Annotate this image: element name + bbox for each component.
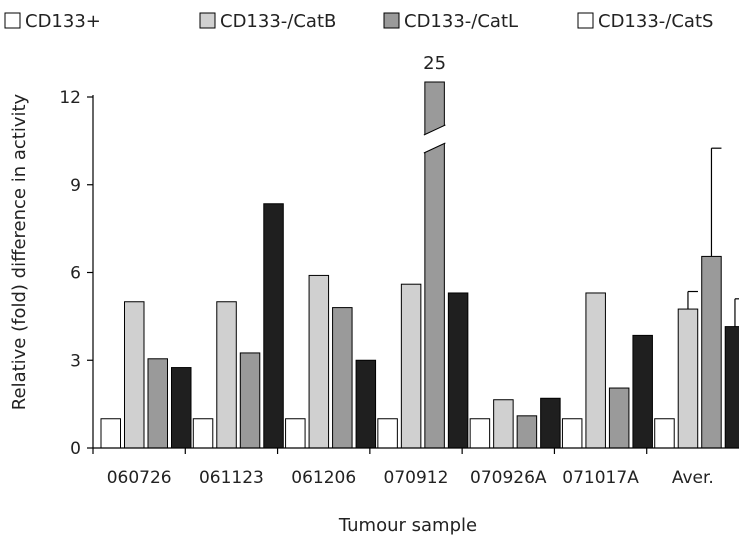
legend-swatch-cd133-catl xyxy=(383,12,400,29)
bar-cd133-060726 xyxy=(100,418,121,449)
bar-cd133-catb-061206 xyxy=(308,274,330,449)
bar-cd133-070912 xyxy=(377,418,398,449)
labels: 25 0 3 6 9 12 060726 061123 061206 070912 070926A 0… xyxy=(9,53,714,536)
legend-label-cd133-cats: CD133-/CatS xyxy=(598,11,713,32)
bar-cd133-catb-070926a xyxy=(493,399,514,449)
bar-cd133-catb-060726 xyxy=(124,301,145,449)
bar-cd133-061206 xyxy=(285,418,306,449)
bar-cd133-cats-070912 xyxy=(447,292,469,449)
bar-cd133-catb-070912 xyxy=(400,283,422,449)
bar-cd133-cats-aver xyxy=(724,326,739,449)
legend-swatch-cd133 xyxy=(4,12,21,29)
x-tick-label: 060726 xyxy=(107,468,172,488)
legend-label-cd133-catl: CD133-/CatL xyxy=(404,11,518,32)
x-tick-label: 061123 xyxy=(199,468,264,488)
legend-label-cd133: CD133+ xyxy=(25,11,101,32)
y-tick-label: 3 xyxy=(70,351,81,371)
bar-cd133-catl-061206 xyxy=(332,307,353,449)
x-tick-label: Aver. xyxy=(672,468,714,488)
bar-cd133-catl-061123 xyxy=(239,352,261,449)
bar-cd133-cats-060726 xyxy=(171,367,192,449)
legend-label-cd133-catb: CD133-/CatB xyxy=(220,11,336,32)
bar-cd133-catb-aver xyxy=(677,308,699,449)
bar-cd133-catb-071017a xyxy=(585,292,606,449)
bar-cd133-aver xyxy=(654,418,675,449)
y-tick-label: 12 xyxy=(59,88,81,108)
x-axis-title: Tumour sample xyxy=(338,515,477,536)
x-tick-label: 070926A xyxy=(470,468,547,488)
legend: CD133+ CD133-/CatB CD133-/CatL CD133-/CatS xyxy=(4,11,713,32)
bar-cd133-070926a xyxy=(469,418,491,449)
axis-break-label: 25 xyxy=(423,53,446,74)
bar-cd133-catl-070926a xyxy=(516,415,538,449)
bars xyxy=(100,81,739,449)
y-tick-label: 0 xyxy=(70,439,81,459)
legend-swatch-cd133-cats xyxy=(577,12,594,29)
x-tick-label: 061206 xyxy=(291,468,356,488)
axis-break-gap xyxy=(420,124,449,154)
bar-cd133-catl-060726 xyxy=(147,358,168,449)
bar-cd133-catl-071017a xyxy=(608,387,630,449)
legend-swatch-cd133-catb xyxy=(199,12,216,29)
bar-cd133-catb-061123 xyxy=(216,301,237,449)
axes xyxy=(87,95,739,454)
bar-cd133-cats-070926a xyxy=(540,397,561,449)
axis-break-line xyxy=(423,142,446,154)
x-tick-label: 071017A xyxy=(562,468,639,488)
y-axis-title: Relative (fold) difference in activity xyxy=(9,93,30,410)
bar-cd133-071017a xyxy=(561,418,583,449)
error-bars xyxy=(687,147,739,327)
bar-cd133-cats-071017a xyxy=(632,334,653,449)
bar-cd133-061123 xyxy=(192,418,214,449)
bar-cd133-catl-aver xyxy=(701,255,722,449)
axis-break-line xyxy=(423,124,446,136)
x-tick-label: 070912 xyxy=(384,468,449,488)
bar-cd133-cats-061123 xyxy=(263,203,284,449)
bar-cd133-cats-061206 xyxy=(355,359,377,449)
y-tick-label: 6 xyxy=(70,264,81,284)
y-tick-label: 9 xyxy=(70,176,81,196)
